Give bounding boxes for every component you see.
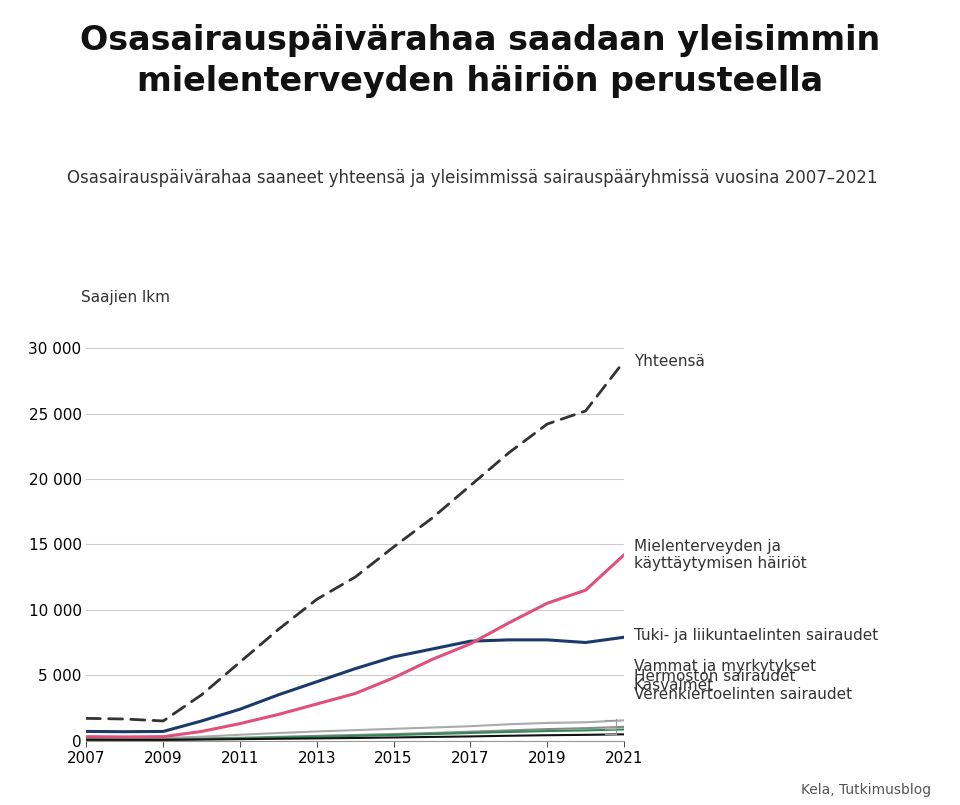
Text: Verenkiertoelinten sairaudet: Verenkiertoelinten sairaudet	[634, 687, 852, 702]
Text: Yhteensä: Yhteensä	[634, 353, 705, 369]
Text: Vammat ja myrkytykset: Vammat ja myrkytykset	[634, 658, 816, 674]
Text: Osasairauspäivärahaa saadaan yleisimmin
mielenterveyden häiriön perusteella: Osasairauspäivärahaa saadaan yleisimmin …	[80, 24, 880, 98]
Text: Tuki- ja liikuntaelinten sairaudet: Tuki- ja liikuntaelinten sairaudet	[634, 629, 877, 643]
Text: Hermoston sairaudet: Hermoston sairaudet	[634, 669, 795, 684]
Text: Saajien lkm: Saajien lkm	[81, 291, 170, 305]
Text: Osasairauspäivärahaa saaneet yhteensä ja yleisimmissä sairauspääryhmissä vuosina: Osasairauspäivärahaa saaneet yhteensä ja…	[67, 169, 877, 187]
Text: Kela, Tutkimusblog: Kela, Tutkimusblog	[801, 783, 931, 797]
Text: Mielenterveyden ja
käyttäytymisen häiriöt: Mielenterveyden ja käyttäytymisen häiriö…	[634, 539, 806, 571]
Text: Kasvaimet: Kasvaimet	[634, 678, 713, 693]
